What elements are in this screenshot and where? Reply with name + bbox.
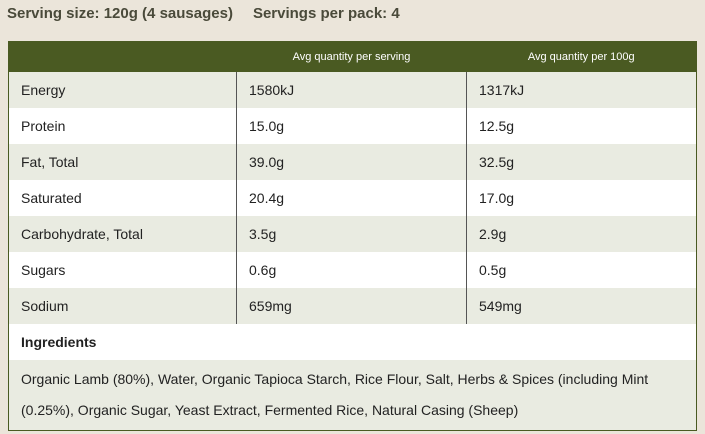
serving-info: Serving size: 120g (4 sausages) Servings … [7,5,420,22]
table-row: Fat, Total 39.0g 32.5g [8,144,697,180]
table-row: Protein 15.0g 12.5g [8,108,697,144]
per-100g-cell: 0.5g [466,252,697,288]
ingredients-title: Ingredients [8,324,697,360]
per-serving-cell: 15.0g [236,108,467,144]
per-serving-cell: 39.0g [236,144,467,180]
per-100g-cell: 17.0g [466,180,697,216]
per-100g-cell: 1317kJ [466,72,697,108]
per-100g-cell: 32.5g [466,144,697,180]
ingredients-text: Organic Lamb (80%), Water, Organic Tapio… [8,360,697,431]
nutrition-table: Avg quantity per serving Avg quantity pe… [8,41,697,431]
nutrient-cell: Sodium [8,288,237,324]
header-per-serving: Avg quantity per serving [236,41,467,72]
per-100g-cell: 12.5g [466,108,697,144]
table-row: Saturated 20.4g 17.0g [8,180,697,216]
nutrient-cell: Energy [8,72,237,108]
per-100g-cell: 2.9g [466,216,697,252]
ingredients-heading-row: Ingredients [8,324,697,360]
header-blank [8,41,237,72]
header-per-100g: Avg quantity per 100g [466,41,697,72]
per-serving-cell: 20.4g [236,180,467,216]
servings-per-pack: Servings per pack: 4 [252,5,400,22]
per-serving-cell: 659mg [236,288,467,324]
serving-size: Serving size: 120g (4 sausages) [7,5,233,22]
per-serving-cell: 0.6g [236,252,467,288]
table-row: Sodium 659mg 549mg [8,288,697,324]
nutrient-cell: Saturated [8,180,237,216]
nutrient-cell: Protein [8,108,237,144]
table-row: Energy 1580kJ 1317kJ [8,72,697,108]
table-header: Avg quantity per serving Avg quantity pe… [8,41,697,72]
table-row: Carbohydrate, Total 3.5g 2.9g [8,216,697,252]
table-row: Sugars 0.6g 0.5g [8,252,697,288]
per-100g-cell: 549mg [466,288,697,324]
per-serving-cell: 1580kJ [236,72,467,108]
nutrient-cell: Carbohydrate, Total [8,216,237,252]
ingredients-row: Organic Lamb (80%), Water, Organic Tapio… [8,360,697,431]
nutrient-cell: Sugars [8,252,237,288]
nutrient-cell: Fat, Total [8,144,237,180]
per-serving-cell: 3.5g [236,216,467,252]
